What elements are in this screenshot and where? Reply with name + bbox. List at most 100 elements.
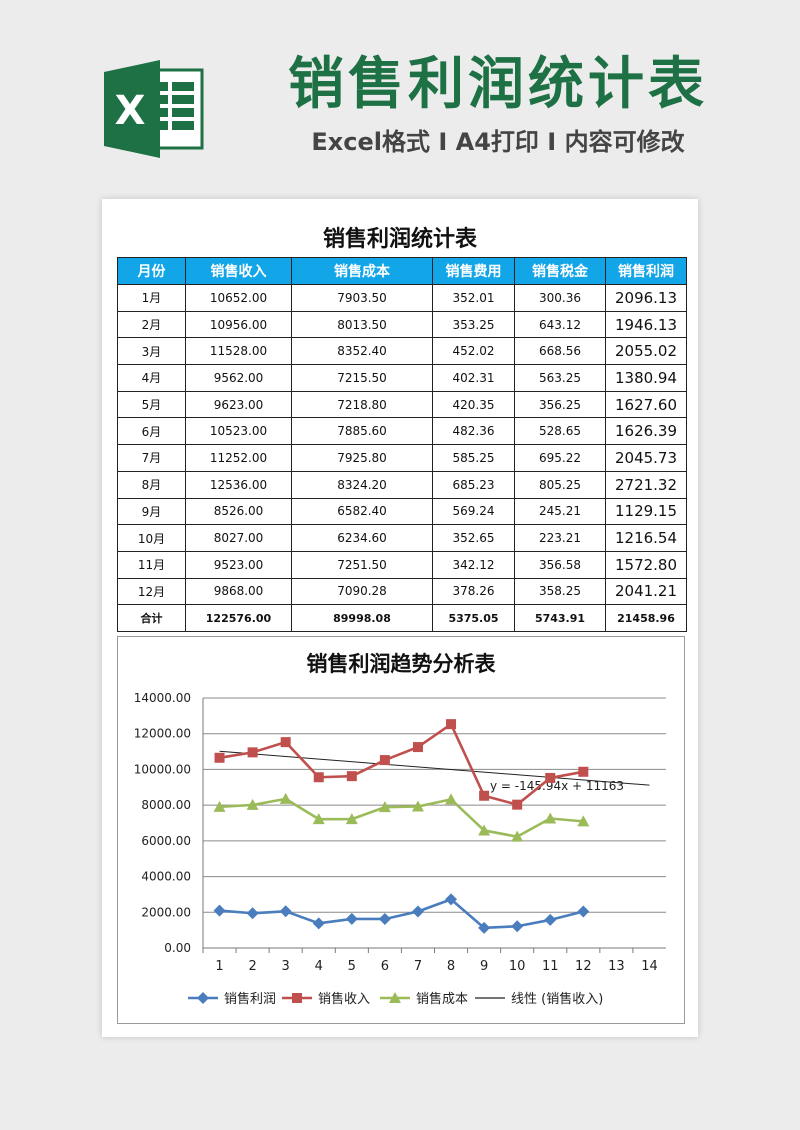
value-cell: 7251.50 — [291, 550, 433, 579]
legend-marker — [197, 992, 209, 1004]
value-cell: 8027.00 — [185, 524, 292, 552]
table-row: 8月 12536.00 8324.20 685.23 805.25 2721.32 — [117, 470, 687, 499]
value-cell: 9562.00 — [185, 364, 292, 392]
month-cell: 8月 — [117, 470, 186, 499]
data-point — [247, 747, 258, 758]
value-cell: 8324.20 — [291, 470, 433, 499]
y-tick-label: 14000.00 — [134, 691, 191, 705]
column-header: 销售利润 — [605, 257, 687, 285]
column-header: 月份 — [117, 257, 186, 285]
y-tick-label: 10000.00 — [134, 762, 191, 776]
value-cell: 805.25 — [514, 470, 606, 499]
table-row: 3月 11528.00 8352.40 452.02 668.56 2055.02 — [117, 337, 687, 366]
value-cell: 8352.40 — [291, 337, 433, 366]
data-point — [246, 798, 259, 810]
chart-canvas: 销售利润趋势分析表 0.00 2000.00 4000.00 6000.00 8000.0… — [134, 652, 666, 1007]
value-cell: 668.56 — [514, 337, 606, 366]
y-tick-label: 4000.00 — [141, 870, 191, 884]
table-row: 1月 10652.00 7903.50 352.01 300.36 2096.13 — [117, 284, 687, 312]
table-row: 9月 8526.00 6582.40 569.24 245.21 1129.15 — [117, 497, 687, 526]
value-cell: 402.31 — [432, 364, 515, 392]
data-point — [312, 917, 325, 930]
month-cell: 12月 — [117, 577, 186, 606]
value-cell: 2041.21 — [605, 577, 687, 606]
value-cell: 10956.00 — [185, 310, 292, 339]
data-point — [478, 921, 491, 934]
value-cell: 245.21 — [514, 497, 606, 526]
column-header: 销售收入 — [185, 257, 292, 285]
profit-table: 月份 销售收入 销售成本 销售费用 销售税金 销售利润 1月 10652.00 79… — [117, 257, 687, 632]
value-cell: 12536.00 — [185, 470, 292, 499]
table-row: 2月 10956.00 8013.50 353.25 643.12 1946.13 — [117, 310, 687, 339]
value-cell: 21458.96 — [605, 604, 687, 632]
data-point — [411, 905, 424, 918]
value-cell: 223.21 — [514, 524, 606, 552]
legend-marker — [292, 993, 302, 1003]
value-cell: 11252.00 — [185, 444, 292, 472]
data-point — [544, 913, 557, 926]
value-cell: 9868.00 — [185, 577, 292, 606]
data-point — [511, 830, 524, 842]
series-line-2 — [219, 722, 584, 806]
x-tick-label: 1 — [215, 959, 223, 974]
y-tick-label: 2000.00 — [141, 905, 191, 919]
data-point — [412, 742, 423, 753]
x-tick-label: 11 — [542, 959, 559, 974]
value-cell: 1216.54 — [605, 524, 687, 552]
data-point — [478, 824, 491, 836]
value-cell: 10652.00 — [185, 284, 292, 312]
value-cell: 6234.60 — [291, 524, 433, 552]
legend-label: 销售成本 — [416, 991, 468, 1007]
value-cell: 7903.50 — [291, 284, 433, 312]
value-cell: 7215.50 — [291, 364, 433, 392]
data-point — [213, 800, 226, 812]
x-tick-label: 5 — [348, 959, 356, 974]
table-row: 4月 9562.00 7215.50 402.31 563.25 1380.94 — [117, 364, 687, 392]
data-point — [577, 815, 590, 827]
y-tick-label: 12000.00 — [134, 727, 191, 741]
month-cell: 4月 — [117, 364, 186, 392]
table-row: 6月 10523.00 7885.60 482.36 528.65 1626.39 — [117, 417, 687, 446]
data-point — [378, 912, 391, 925]
data-point — [411, 800, 424, 812]
table-row: 7月 11252.00 7925.80 585.25 695.22 2045.73 — [117, 444, 687, 472]
document-sheet: 销售利润统计表 月份 销售收入 销售成本 销售费用 销售税金 销售利润 1月 10… — [102, 199, 698, 1037]
value-cell: 7925.80 — [291, 444, 433, 472]
value-cell: 5375.05 — [432, 604, 515, 632]
value-cell: 8526.00 — [185, 497, 292, 526]
x-tick-label: 9 — [480, 959, 488, 974]
value-cell: 9523.00 — [185, 550, 292, 579]
value-cell: 1627.60 — [605, 390, 687, 419]
value-cell: 2055.02 — [605, 337, 687, 366]
month-cell: 5月 — [117, 390, 186, 419]
data-point — [345, 912, 358, 925]
month-cell: 2月 — [117, 310, 186, 339]
trendline — [219, 750, 650, 786]
excel-logo-icon: X — [104, 60, 204, 158]
y-tick-label: 8000.00 — [141, 798, 191, 812]
value-cell: 10523.00 — [185, 417, 292, 446]
month-cell: 7月 — [117, 444, 186, 472]
value-cell: 2045.73 — [605, 444, 687, 472]
month-cell: 10月 — [117, 524, 186, 552]
x-tick-label: 14 — [641, 959, 658, 974]
data-point — [313, 772, 324, 783]
value-cell: 378.26 — [432, 577, 515, 606]
legend-label: 线性 (销售收入) — [511, 991, 603, 1007]
value-cell: 342.12 — [432, 550, 515, 579]
value-cell: 563.25 — [514, 364, 606, 392]
table-row: 11月 9523.00 7251.50 342.12 356.58 1572.80 — [117, 550, 687, 579]
data-point — [512, 799, 523, 810]
value-cell: 5743.91 — [514, 604, 606, 632]
data-point — [312, 813, 325, 825]
table-row: 5月 9623.00 7218.80 420.35 356.25 1627.60 — [117, 390, 687, 419]
data-point — [545, 772, 556, 783]
x-tick-label: 4 — [315, 959, 323, 974]
value-cell: 1572.80 — [605, 550, 687, 579]
x-tick-label: 10 — [509, 959, 526, 974]
value-cell: 452.02 — [432, 337, 515, 366]
value-cell: 9623.00 — [185, 390, 292, 419]
value-cell: 358.25 — [514, 577, 606, 606]
data-point — [511, 920, 524, 933]
series-line-1 — [219, 898, 584, 930]
